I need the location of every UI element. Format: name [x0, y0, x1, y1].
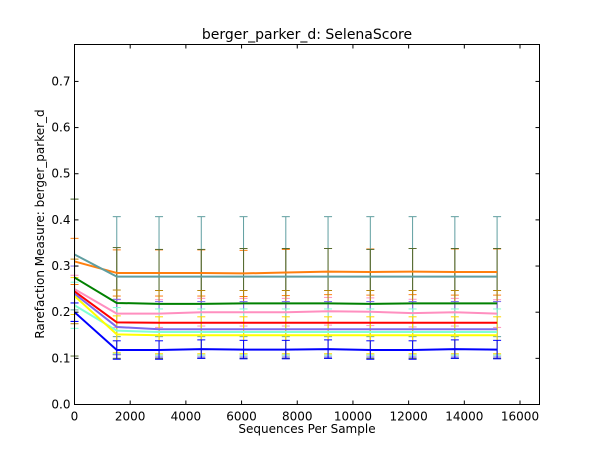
x-tick-label: 8000: [282, 410, 313, 424]
x-tick-label: 12000: [390, 410, 428, 424]
series-line-8: [73, 295, 498, 337]
series-line-2: [74, 253, 498, 278]
x-tick-label: 16000: [501, 410, 539, 424]
y-tick-label: 0.5: [51, 167, 70, 181]
y-tick-label: 0.0: [51, 398, 70, 412]
x-tick-label: 14000: [445, 410, 483, 424]
x-tick-label: 6000: [226, 410, 257, 424]
series-line-5: [73, 290, 498, 324]
x-axis-label: Sequences Per Sample: [238, 422, 375, 436]
series-line-4: [74, 288, 498, 315]
series-line-6: [73, 292, 498, 331]
y-tick-label: 0.4: [51, 213, 70, 227]
x-axis-ticks: 0 2000 4000 6000 8000 10000 12000 14000 16000: [71, 44, 539, 424]
series-lines: [73, 253, 498, 352]
y-tick-label: 0.6: [51, 121, 70, 135]
y-axis-label: Rarefaction Measure: berger_parker_d: [33, 109, 47, 338]
x-tick-label: 0: [71, 410, 79, 424]
plot-area: [70, 198, 502, 360]
series-line-7: [74, 304, 498, 334]
y-tick-label: 0.3: [51, 259, 70, 273]
series-line-9: [73, 311, 498, 352]
x-tick-label: 10000: [334, 410, 372, 424]
chart-title: berger_parker_d: SelenaScore: [202, 27, 412, 43]
x-tick-label: 2000: [115, 410, 146, 424]
plot-frame: [74, 44, 540, 405]
y-axis-ticks: 0.0 0.1 0.2 0.3 0.4 0.5 0.6 0.7: [51, 74, 540, 412]
y-tick-label: 0.2: [51, 305, 70, 319]
series-line-3: [74, 276, 498, 305]
y-tick-label: 0.1: [51, 351, 70, 365]
series-line-1: [74, 260, 498, 275]
x-tick-label: 4000: [171, 410, 202, 424]
y-tick-label: 0.7: [51, 74, 70, 88]
